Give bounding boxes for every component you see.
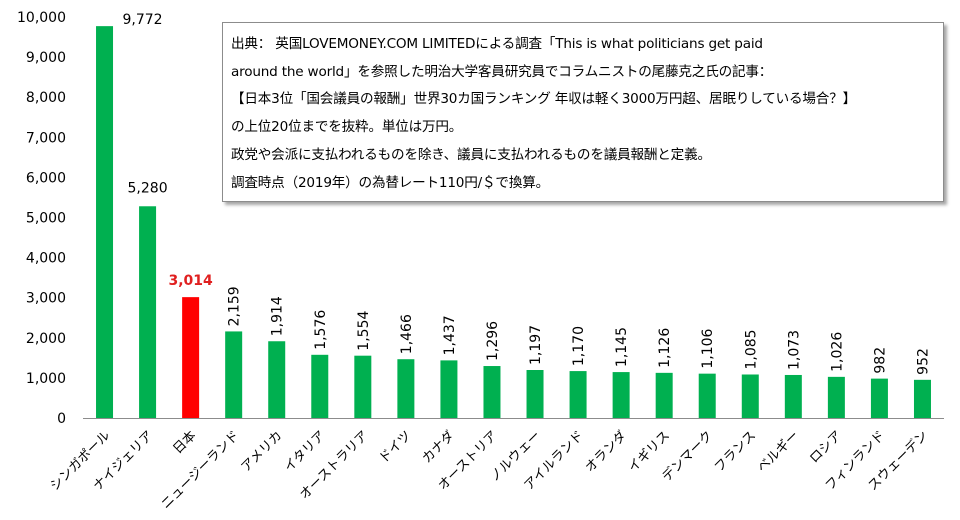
- bar: [741, 374, 759, 418]
- x-tick-label: ニュージーランド: [159, 428, 243, 512]
- value-label: 952: [915, 348, 931, 375]
- y-tick-label: 4,000: [26, 251, 66, 267]
- bar: [913, 379, 931, 418]
- bar: [569, 371, 587, 418]
- bar: [96, 26, 114, 419]
- y-tick-label: 5,000: [26, 211, 66, 227]
- value-labels: 9,772 5,280 3,014 2,159 1,914 1,576 1,554 1,466…: [122, 12, 931, 375]
- y-axis-ticks: 0 1,000 2,000 3,000 4,000 5,000 6,000 7,000 8,00…: [17, 10, 66, 427]
- bars: [96, 26, 931, 419]
- value-label: 3,014: [168, 273, 213, 289]
- value-label: 1,106: [700, 328, 716, 368]
- y-tick-label: 7,000: [26, 130, 66, 146]
- y-tick-label: 6,000: [26, 170, 66, 186]
- y-tick-label: 2,000: [26, 331, 66, 347]
- x-tick-label: フランス: [712, 428, 759, 475]
- x-tick-label: オランダ: [583, 428, 630, 475]
- bar: [698, 373, 716, 418]
- value-label: 1,914: [270, 296, 286, 336]
- bar: [354, 355, 372, 418]
- value-label: 1,554: [356, 311, 372, 351]
- note-line-6: 調査時点（2019年）の為替レート110円/＄で換算。: [231, 174, 550, 191]
- value-label: 1,197: [528, 325, 544, 365]
- bar: [483, 366, 501, 418]
- bar: [225, 331, 243, 418]
- value-label: 1,145: [614, 327, 630, 367]
- value-label: 1,126: [657, 328, 673, 368]
- value-label: 5,280: [128, 180, 168, 196]
- value-label: 1,576: [313, 310, 329, 350]
- value-label: 1,026: [829, 332, 845, 372]
- value-label: 2,159: [227, 286, 243, 326]
- x-tick-label: アメリカ: [239, 428, 286, 475]
- value-label: 9,772: [122, 12, 162, 28]
- x-tick-label: ベルギー: [755, 428, 802, 475]
- y-tick-label: 0: [57, 411, 66, 427]
- value-label: 1,170: [571, 326, 587, 366]
- bar: [655, 372, 673, 418]
- bar: [311, 354, 329, 418]
- value-label: 982: [872, 347, 888, 374]
- y-tick-label: 10,000: [17, 10, 66, 26]
- y-tick-label: 8,000: [26, 90, 66, 106]
- bar: [526, 370, 544, 418]
- bar: [139, 206, 157, 418]
- bar: [182, 297, 200, 418]
- value-label: 1,073: [786, 330, 802, 370]
- bar: [440, 360, 458, 418]
- x-tick-label: ドイツ: [377, 428, 415, 466]
- y-tick-label: 3,000: [26, 291, 66, 307]
- note-line-4: の上位20位までを抜粋。単位は万円。: [231, 119, 463, 136]
- bar: [784, 374, 802, 418]
- bar: [268, 341, 286, 418]
- bar: [397, 359, 415, 418]
- bar: [870, 378, 888, 418]
- value-label: 1,437: [442, 315, 458, 355]
- note-line-1: 出典： 英国LOVEMONEY.COM LIMITEDによる調査「This is…: [231, 36, 763, 52]
- y-tick-label: 1,000: [26, 371, 66, 387]
- value-label: 1,085: [743, 329, 759, 369]
- note-line-2: around the world」を参照した明治大学客員研究員でコラムニストの尾…: [231, 63, 773, 80]
- source-note: 出典： 英国LOVEMONEY.COM LIMITEDによる調査「This is…: [222, 22, 944, 202]
- note-line-3: 【日本3位「国会議員の報酬」世界30カ国ランキング 年収は軽く3000万円超、居…: [231, 91, 856, 108]
- y-tick-label: 9,000: [26, 50, 66, 66]
- x-tick-label: ロシア: [807, 428, 845, 466]
- bar: [827, 376, 845, 418]
- bar: [612, 372, 630, 418]
- x-tick-label: カナダ: [420, 428, 458, 466]
- value-label: 1,466: [399, 314, 415, 354]
- note-line-5: 政党や会派に支払われるものを除き、議員に支払われるものを議員報酬と定義。: [231, 146, 711, 163]
- x-tick-label: 日本: [170, 428, 199, 457]
- value-label: 1,296: [485, 321, 501, 361]
